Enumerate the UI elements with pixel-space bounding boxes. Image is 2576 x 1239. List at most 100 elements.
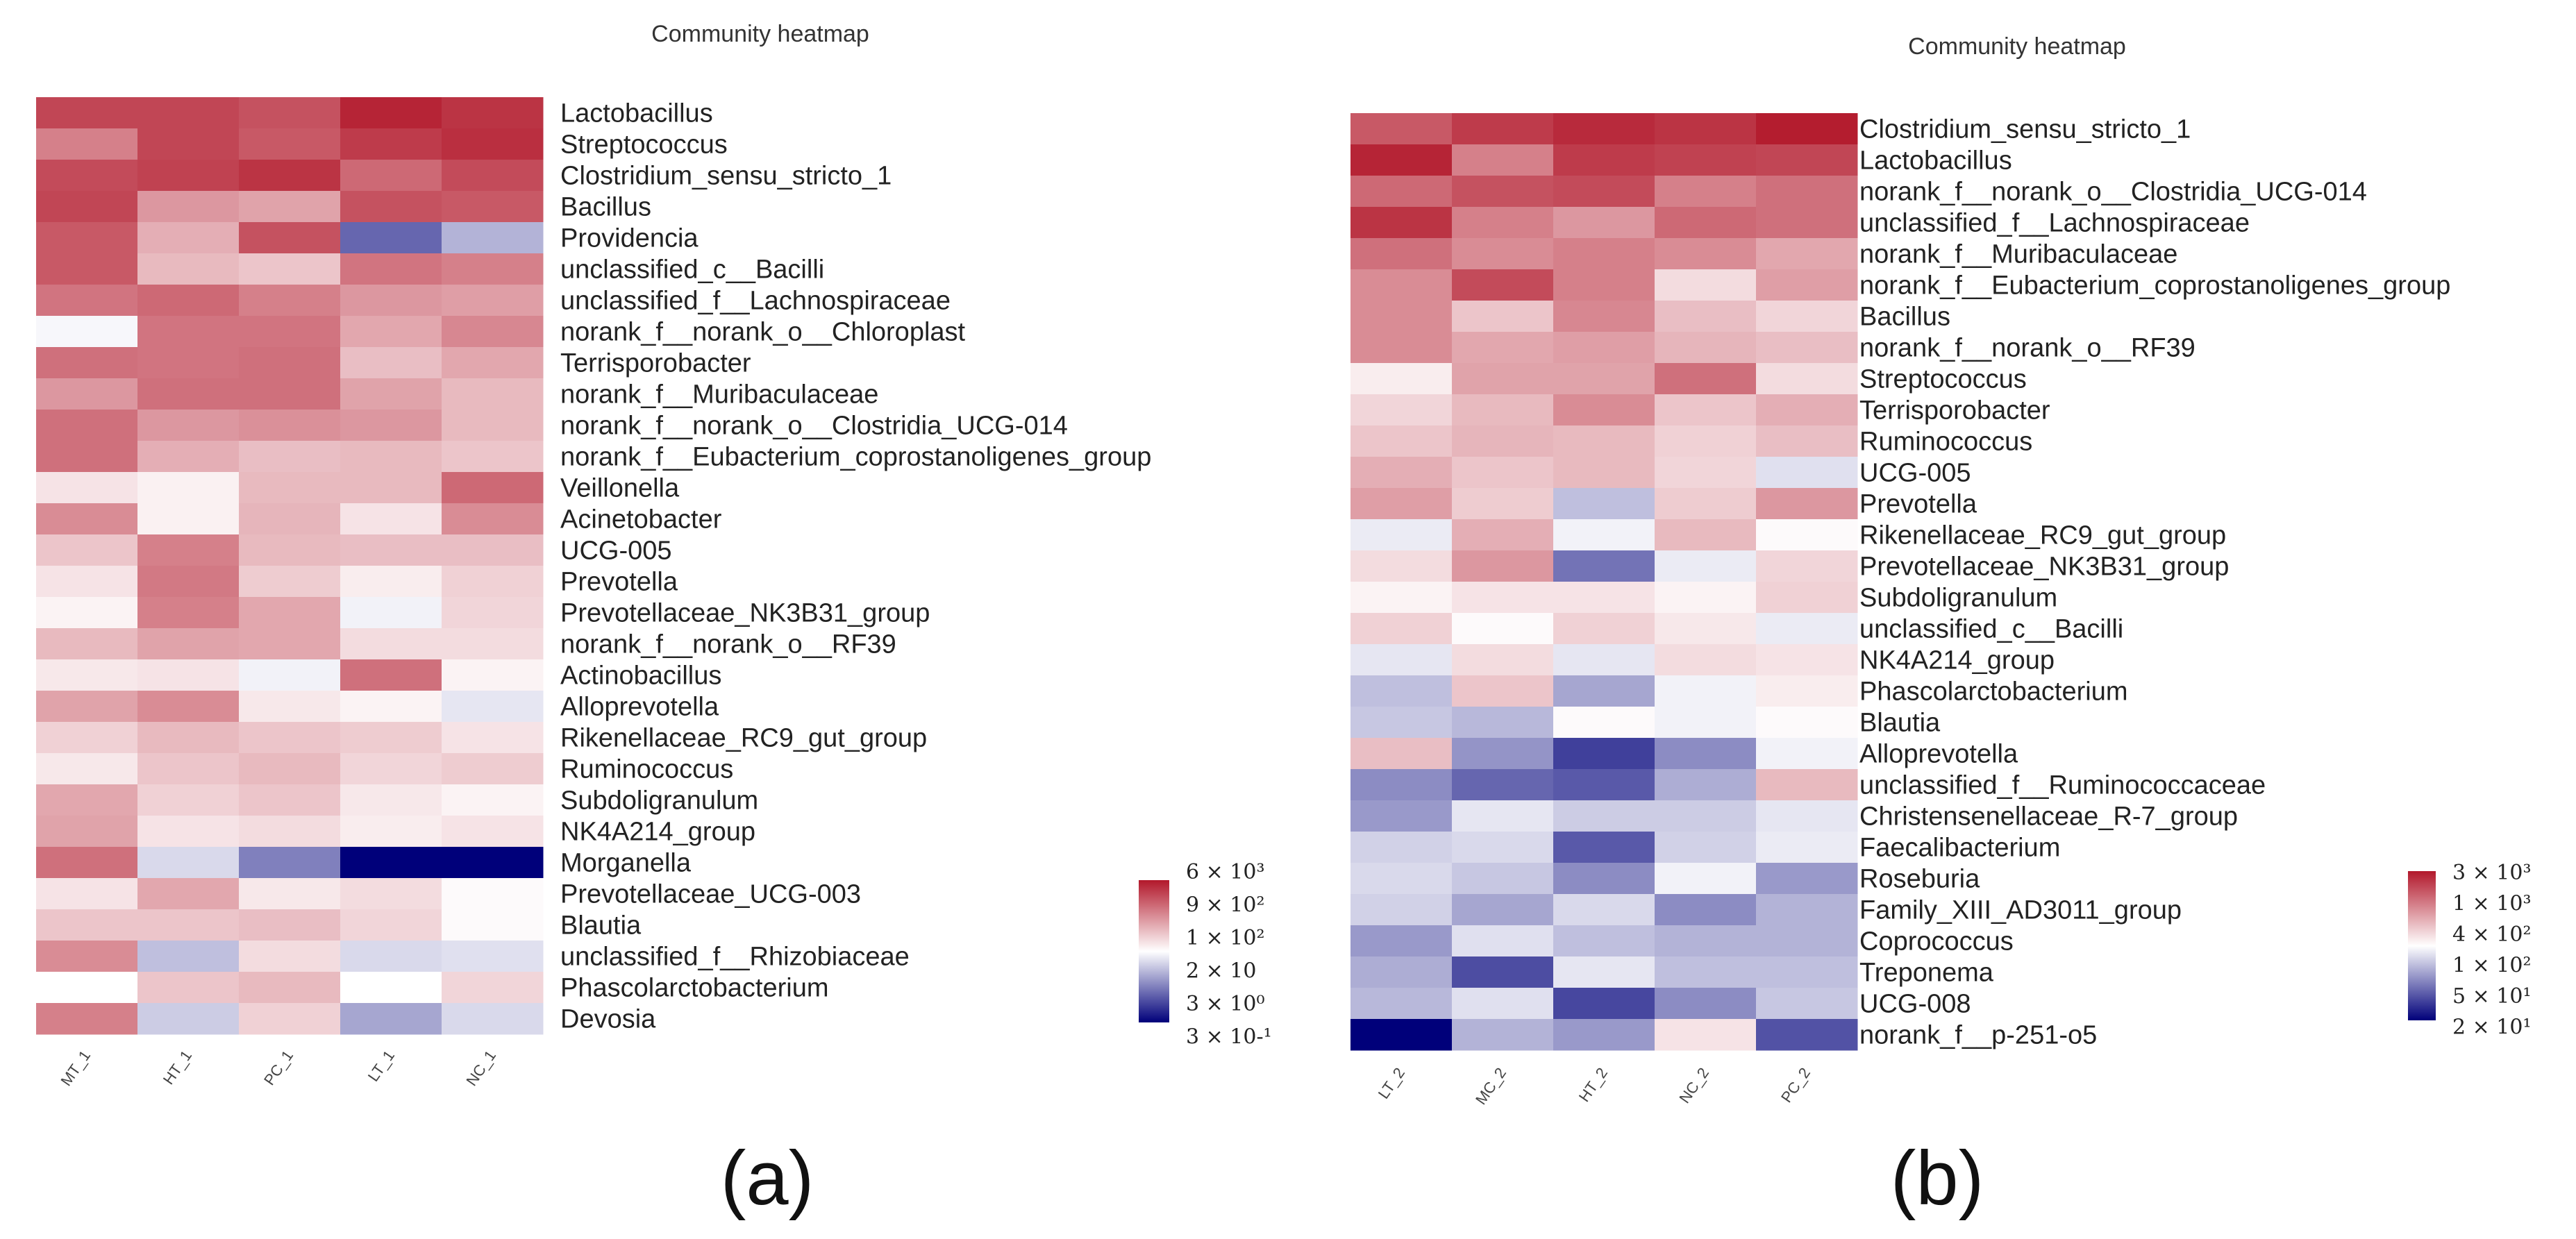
panel-a-column-label: MT_1 xyxy=(57,1047,94,1089)
panel-a-heatmap-cell xyxy=(340,566,442,598)
panel-b-heatmap-cell xyxy=(1350,1019,1453,1051)
panel-a-heatmap-cell xyxy=(137,691,240,723)
panel-a-heatmap-cell xyxy=(442,659,544,691)
panel-b-heatmap-cell xyxy=(1452,707,1554,739)
panel-a-heatmap-cell xyxy=(36,722,138,754)
panel-a-heatmap-cell xyxy=(442,316,544,348)
panel-b-row-label: norank_f__Eubacterium_coprostanoligenes_… xyxy=(1859,271,2450,301)
panel-b-heatmap-cell xyxy=(1452,488,1554,520)
panel-b-heatmap-cell xyxy=(1350,457,1453,489)
panel-b-row-label: Treponema xyxy=(1859,959,1994,988)
panel-b-heatmap-cell xyxy=(1655,832,1757,863)
panel-b-heatmap-cell xyxy=(1655,894,1757,926)
panel-b-heatmap-cell xyxy=(1452,582,1554,614)
panel-b-heatmap-cell xyxy=(1452,363,1554,395)
panel-b-heatmap-cell xyxy=(1553,894,1655,926)
panel-a-heatmap-cell xyxy=(239,378,341,410)
panel-b-row-label: Prevotella xyxy=(1859,490,1977,519)
panel-a-column-label: LT_1 xyxy=(365,1047,398,1085)
panel-b-heatmap-cell xyxy=(1350,738,1453,770)
panel-b-heatmap-cell xyxy=(1350,425,1453,457)
panel-b-column-label: MC_2 xyxy=(1472,1065,1509,1108)
panel-b-heatmap-cell xyxy=(1350,800,1453,832)
panel-b-heatmap-cell xyxy=(1655,301,1757,332)
panel-b-row-label: Prevotellaceae_NK3B31_group xyxy=(1859,553,2229,582)
panel-b-heatmap-cell xyxy=(1655,363,1757,395)
panel-a-heatmap-cell xyxy=(36,941,138,972)
panel-a-legend-tick: 6 × 10³ xyxy=(1186,860,1265,884)
panel-a-heatmap-cell xyxy=(36,441,138,473)
panel-b-heatmap-cell xyxy=(1553,363,1655,395)
panel-a-heatmap-cell xyxy=(340,285,442,317)
panel-a-heatmap-cell xyxy=(137,597,240,629)
panel-a-heatmap-cell xyxy=(239,878,341,910)
panel-a-heatmap-cell xyxy=(137,253,240,285)
panel-a-heatmap-cell xyxy=(36,628,138,660)
panel-b-heatmap-cell xyxy=(1756,925,1858,957)
panel-a-heatmap-cell xyxy=(137,347,240,379)
panel-a-row-label: Veillonella xyxy=(560,474,680,503)
panel-a-heatmap-cell xyxy=(442,285,544,317)
panel-b-row-label: Terrisporobacter xyxy=(1859,396,2050,425)
panel-a-heatmap-cell xyxy=(442,441,544,473)
panel-b-row-label: norank_f__norank_o__RF39 xyxy=(1859,334,2196,363)
panel-a-row-label: Acinetobacter xyxy=(560,505,722,534)
panel-b-row-label: Coprococcus xyxy=(1859,927,2014,956)
panel-b-heatmap-cell xyxy=(1452,269,1554,301)
panel-b-heatmap-cell xyxy=(1350,707,1453,739)
panel-b-heatmap-cell xyxy=(1452,425,1554,457)
panel-b-row-label: Alloprevotella xyxy=(1859,740,2018,769)
panel-a-row-label: Blautia xyxy=(560,911,642,941)
panel-b-heatmap-cell xyxy=(1452,644,1554,676)
panel-a-heatmap-cell xyxy=(340,253,442,285)
panel-b-heatmap-cell xyxy=(1452,613,1554,645)
panel-b-legend-tick: 4 × 10² xyxy=(2452,922,2532,947)
panel-a-row-label: Clostridium_sensu_stricto_1 xyxy=(560,162,892,191)
panel-a-heatmap-cell xyxy=(239,285,341,317)
panel-b-heatmap-cell xyxy=(1350,582,1453,614)
panel-a-heatmap-cell xyxy=(137,878,240,910)
panel-a-heatmap-cell xyxy=(137,378,240,410)
panel-a-heatmap-cell xyxy=(137,97,240,129)
panel-b-heatmap-cell xyxy=(1553,675,1655,707)
panel-a-heatmap-cell xyxy=(442,472,544,504)
panel-a-heatmap-cell xyxy=(239,472,341,504)
panel-b-heatmap-cell xyxy=(1655,613,1757,645)
panel-a-heatmap-cell xyxy=(340,472,442,504)
panel-a-row-label: Streptococcus xyxy=(560,130,728,160)
panel-a-heatmap-cell xyxy=(239,253,341,285)
panel-b-heatmap-cell xyxy=(1655,738,1757,770)
panel-b-heatmap-cell xyxy=(1553,925,1655,957)
panel-a-heatmap-cell xyxy=(442,191,544,223)
panel-b-heatmap-cell xyxy=(1350,988,1453,1020)
panel-b-legend-tick: 1 × 10² xyxy=(2452,954,2532,978)
panel-b-heatmap-cell xyxy=(1350,644,1453,676)
panel-a-heatmap-cell xyxy=(442,878,544,910)
panel-a-heatmap-cell xyxy=(340,160,442,192)
panel-a-heatmap-cell xyxy=(137,160,240,192)
panel-b-heatmap-cell xyxy=(1756,613,1858,645)
panel-a-heatmap-cell xyxy=(239,503,341,535)
panel-a-heatmap-cell xyxy=(442,410,544,441)
panel-a-heatmap-cell xyxy=(239,160,341,192)
panel-a-row-label: NK4A214_group xyxy=(560,818,755,847)
panel-b-heatmap-cell xyxy=(1553,707,1655,739)
panel-b-heatmap-cell xyxy=(1756,988,1858,1020)
panel-b-row-label: unclassified_c__Bacilli xyxy=(1859,615,2123,644)
panel-a-heatmap-cell xyxy=(442,222,544,254)
panel-b-heatmap-cell xyxy=(1655,582,1757,614)
panel-b-legend-colorbar xyxy=(2408,871,2436,1020)
panel-a-heatmap-cell xyxy=(239,128,341,160)
panel-a-row-label: Subdoligranulum xyxy=(560,786,758,816)
panel-b-heatmap-cell xyxy=(1756,519,1858,551)
panel-a-heatmap-cell xyxy=(340,410,442,441)
panel-b-heatmap-cell xyxy=(1350,832,1453,863)
panel-a-heatmap-cell xyxy=(442,847,544,879)
panel-a-row-label: Bacillus xyxy=(560,193,651,222)
panel-a-legend-tick: 1 × 10² xyxy=(1186,926,1265,950)
panel-a-heatmap-cell xyxy=(137,909,240,941)
panel-b-heatmap-cell xyxy=(1756,269,1858,301)
panel-b-heatmap-cell xyxy=(1452,925,1554,957)
panel-b-heatmap-cell xyxy=(1655,207,1757,239)
panel-b-heatmap-cell xyxy=(1350,550,1453,582)
